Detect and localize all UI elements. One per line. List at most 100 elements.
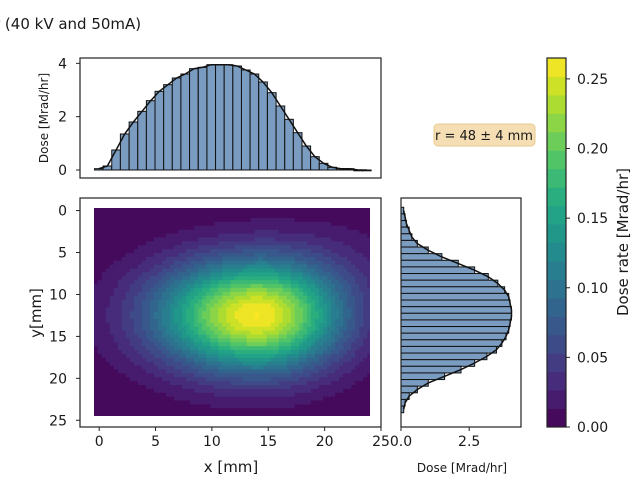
heatmap-cell xyxy=(343,385,348,390)
heatmap-cell xyxy=(314,319,320,324)
heatmap-cell xyxy=(323,385,328,390)
heatmap-cell xyxy=(327,338,332,343)
heatmap-cell xyxy=(254,299,260,305)
heatmap-cell xyxy=(166,260,171,266)
heatmap-cell xyxy=(351,303,356,308)
heatmap-cell xyxy=(121,361,127,367)
heatmap-cell xyxy=(274,276,280,281)
heatmap-cell xyxy=(166,311,171,316)
heatmap-cell xyxy=(198,218,203,223)
heatmap-cell xyxy=(190,311,195,316)
heatmap-cell xyxy=(170,412,175,416)
heatmap-cell xyxy=(298,373,304,378)
heatmap-cell xyxy=(117,284,123,289)
heatmap-cell xyxy=(343,326,348,332)
heatmap-cell xyxy=(137,350,143,355)
right-xtick-label: 2.5 xyxy=(458,434,480,450)
heatmap-cell xyxy=(157,369,163,374)
heatmap-cell xyxy=(371,331,376,335)
heatmap-cell xyxy=(254,245,260,250)
heatmap-cell xyxy=(125,381,131,386)
heatmap-cell xyxy=(121,291,127,297)
heatmap-cell xyxy=(222,272,227,277)
heatmap-cell xyxy=(145,214,151,219)
heatmap-cell xyxy=(182,326,187,332)
heatmap-cell xyxy=(359,260,364,266)
heatmap-cell xyxy=(314,385,320,390)
heatmap-cell xyxy=(314,342,320,347)
heatmap-cell xyxy=(302,350,308,355)
heatmap-cell xyxy=(125,287,131,293)
heatmap-cell xyxy=(161,408,167,413)
heatmap-cell xyxy=(234,408,240,413)
heatmap-cell xyxy=(202,377,207,382)
heatmap-cell xyxy=(133,404,139,409)
heatmap-cell xyxy=(359,357,364,363)
heatmap-cell xyxy=(278,272,284,277)
heatmap-cell xyxy=(363,346,368,351)
heatmap-cell xyxy=(294,404,300,409)
heatmap-cell xyxy=(198,303,203,308)
heatmap-cell xyxy=(238,385,244,390)
heatmap-cell xyxy=(258,338,264,343)
heatmap-cell xyxy=(214,319,219,324)
right-bar xyxy=(400,339,503,347)
heatmap-cell xyxy=(238,408,244,413)
heatmap-cell xyxy=(351,319,356,324)
heatmap-cell xyxy=(298,381,304,386)
heatmap-cell xyxy=(254,303,260,308)
heatmap-cell xyxy=(202,338,207,343)
heatmap-cell xyxy=(351,377,356,382)
heatmap-cell xyxy=(238,396,244,402)
heatmap-cell xyxy=(306,392,312,398)
heatmap-cell xyxy=(198,233,203,239)
heatmap-cell xyxy=(94,408,99,413)
heatmap-cell xyxy=(182,311,187,316)
heatmap-cell xyxy=(174,334,179,340)
heatmap-cell xyxy=(318,303,324,308)
heatmap-cell xyxy=(230,315,236,320)
heatmap-cell xyxy=(97,342,103,347)
heatmap-cell xyxy=(109,381,115,386)
heatmap-cell xyxy=(242,365,248,371)
heatmap-cell xyxy=(109,264,115,270)
heatmap-cell xyxy=(318,330,324,336)
heatmap-cell xyxy=(182,272,187,277)
heatmap-cell xyxy=(270,264,276,270)
heatmap-cell xyxy=(141,256,147,262)
heatmap-cell xyxy=(258,353,264,359)
heatmap-cell xyxy=(230,357,236,363)
heatmap-cell xyxy=(294,330,300,336)
heatmap-cell xyxy=(262,338,268,343)
heatmap-cell xyxy=(198,237,203,242)
heatmap-cell xyxy=(238,295,244,301)
heatmap-cell xyxy=(186,256,191,262)
right-bar xyxy=(400,332,507,341)
heatmap-cell xyxy=(278,249,284,254)
heatmap-cell xyxy=(198,322,203,328)
heatmap-cell xyxy=(121,365,127,371)
heatmap-cell xyxy=(157,412,163,416)
heatmap-cell xyxy=(323,373,328,378)
heatmap-cell xyxy=(363,218,368,223)
heatmap-cell xyxy=(141,338,147,343)
heatmap-cell xyxy=(133,400,139,406)
heatmap-cell xyxy=(298,342,304,347)
heatmap-cell xyxy=(306,307,312,312)
heatmap-cell xyxy=(282,210,288,215)
heatmap-cell xyxy=(94,245,99,250)
heatmap-cell xyxy=(359,311,364,316)
heatmap-cell xyxy=(367,291,370,297)
heatmap-cell xyxy=(234,241,240,246)
heatmap-cell xyxy=(121,264,127,270)
heatmap-cell xyxy=(202,276,207,281)
heatmap-cell xyxy=(222,299,227,305)
heatmap-cell xyxy=(121,322,127,328)
heatmap-cell xyxy=(274,330,280,336)
heatmap-cell xyxy=(206,365,211,371)
heatmap-cell xyxy=(290,225,296,231)
heatmap-cell xyxy=(331,315,336,320)
heatmap-cell xyxy=(347,299,352,305)
heatmap-cell xyxy=(109,291,115,297)
heatmap-cell xyxy=(190,268,195,274)
